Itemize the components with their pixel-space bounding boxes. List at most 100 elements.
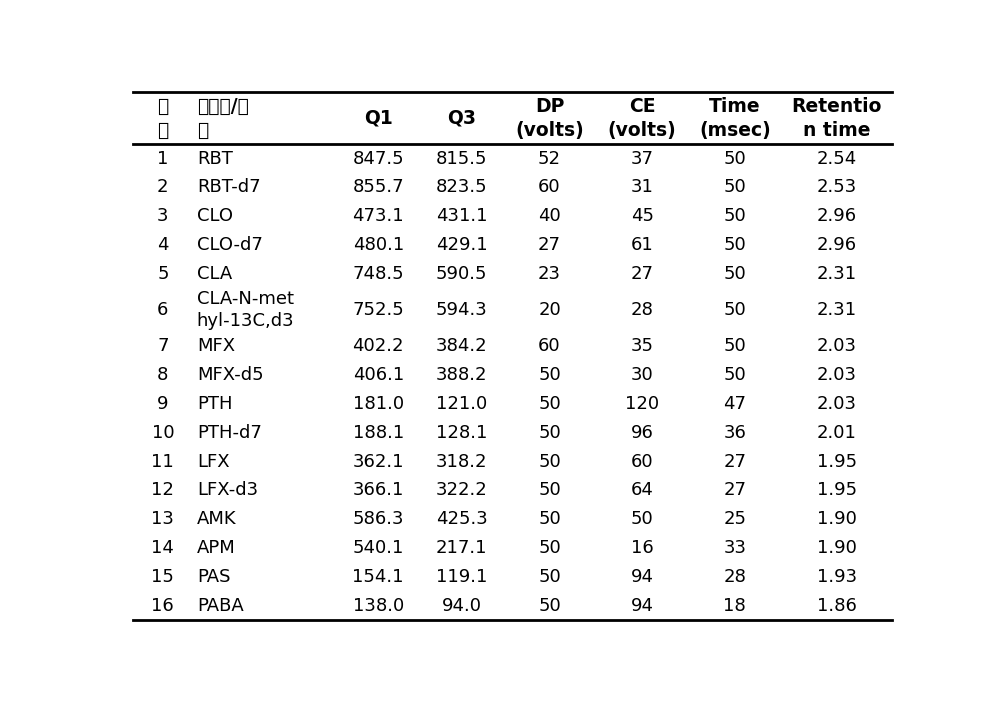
Text: 406.1: 406.1 [353, 366, 404, 384]
Text: 12: 12 [151, 482, 174, 500]
Text: 50: 50 [538, 395, 561, 413]
Text: 47: 47 [723, 395, 746, 413]
Text: 50: 50 [723, 265, 746, 283]
Text: 181.0: 181.0 [353, 395, 404, 413]
Text: 1.93: 1.93 [817, 568, 857, 586]
Text: 27: 27 [631, 265, 654, 283]
Text: 8: 8 [157, 366, 169, 384]
Text: 121.0: 121.0 [436, 395, 487, 413]
Text: 30: 30 [631, 366, 654, 384]
Text: 28: 28 [631, 301, 654, 319]
Text: 2.31: 2.31 [817, 265, 857, 283]
Text: 36: 36 [723, 424, 746, 441]
Text: 50: 50 [723, 150, 746, 167]
Text: 50: 50 [723, 337, 746, 355]
Text: RBT-d7: RBT-d7 [197, 179, 260, 196]
Text: 50: 50 [538, 453, 561, 470]
Text: 50: 50 [723, 301, 746, 319]
Text: 120: 120 [625, 395, 659, 413]
Text: DP
(volts): DP (volts) [515, 97, 584, 140]
Text: 9: 9 [157, 395, 169, 413]
Text: 6: 6 [157, 301, 169, 319]
Text: MFX: MFX [197, 337, 235, 355]
Text: 480.1: 480.1 [353, 236, 404, 254]
Text: 594.3: 594.3 [436, 301, 487, 319]
Text: 322.2: 322.2 [436, 482, 487, 500]
Text: 50: 50 [538, 482, 561, 500]
Text: 50: 50 [631, 510, 654, 529]
Text: Time
(msec): Time (msec) [699, 97, 771, 140]
Text: 13: 13 [151, 510, 174, 529]
Text: 590.5: 590.5 [436, 265, 487, 283]
Text: 2.54: 2.54 [817, 150, 857, 167]
Text: LFX-d3: LFX-d3 [197, 482, 258, 500]
Text: 4: 4 [157, 236, 169, 254]
Text: Q1: Q1 [364, 109, 393, 128]
Text: 15: 15 [151, 568, 174, 586]
Text: 50: 50 [723, 366, 746, 384]
Text: 1: 1 [157, 150, 169, 167]
Text: 96: 96 [631, 424, 654, 441]
Text: 50: 50 [538, 510, 561, 529]
Text: 362.1: 362.1 [352, 453, 404, 470]
Text: LFX: LFX [197, 453, 229, 470]
Text: 60: 60 [631, 453, 653, 470]
Text: 27: 27 [538, 236, 561, 254]
Text: 540.1: 540.1 [353, 539, 404, 557]
Text: 50: 50 [723, 236, 746, 254]
Text: 27: 27 [723, 453, 746, 470]
Text: 855.7: 855.7 [352, 179, 404, 196]
Text: 94.0: 94.0 [442, 597, 482, 615]
Text: 425.3: 425.3 [436, 510, 487, 529]
Text: 2.96: 2.96 [817, 236, 857, 254]
Text: 388.2: 388.2 [436, 366, 487, 384]
Text: 138.0: 138.0 [353, 597, 404, 615]
Text: 20: 20 [538, 301, 561, 319]
Text: Retentio
n time: Retentio n time [791, 97, 882, 140]
Text: 429.1: 429.1 [436, 236, 487, 254]
Text: PAS: PAS [197, 568, 230, 586]
Text: 7: 7 [157, 337, 169, 355]
Text: 23: 23 [538, 265, 561, 283]
Text: 50: 50 [538, 539, 561, 557]
Text: 50: 50 [723, 207, 746, 225]
Text: 128.1: 128.1 [436, 424, 487, 441]
Text: 384.2: 384.2 [436, 337, 487, 355]
Text: 16: 16 [151, 597, 174, 615]
Text: 2.03: 2.03 [817, 366, 857, 384]
Text: 28: 28 [723, 568, 746, 586]
Text: 31: 31 [631, 179, 654, 196]
Text: 60: 60 [538, 179, 561, 196]
Text: 94: 94 [631, 568, 654, 586]
Text: 1.90: 1.90 [817, 539, 857, 557]
Text: CLO: CLO [197, 207, 233, 225]
Text: 11: 11 [151, 453, 174, 470]
Text: 33: 33 [723, 539, 746, 557]
Text: 2.01: 2.01 [817, 424, 857, 441]
Text: 1.95: 1.95 [817, 453, 857, 470]
Text: AMK: AMK [197, 510, 236, 529]
Text: 318.2: 318.2 [436, 453, 487, 470]
Text: 752.5: 752.5 [352, 301, 404, 319]
Text: 10: 10 [152, 424, 174, 441]
Text: MFX-d5: MFX-d5 [197, 366, 263, 384]
Text: 顺
序: 顺 序 [157, 97, 168, 140]
Text: 16: 16 [631, 539, 654, 557]
Text: 748.5: 748.5 [352, 265, 404, 283]
Text: 1.86: 1.86 [817, 597, 857, 615]
Text: 586.3: 586.3 [352, 510, 404, 529]
Text: 52: 52 [538, 150, 561, 167]
Text: 40: 40 [538, 207, 561, 225]
Text: 25: 25 [723, 510, 746, 529]
Text: CE
(volts): CE (volts) [608, 97, 677, 140]
Text: 35: 35 [631, 337, 654, 355]
Text: 化合物/内
标: 化合物/内 标 [197, 97, 249, 140]
Text: 847.5: 847.5 [352, 150, 404, 167]
Text: 2.03: 2.03 [817, 337, 857, 355]
Text: 3: 3 [157, 207, 169, 225]
Text: 45: 45 [631, 207, 654, 225]
Text: 61: 61 [631, 236, 654, 254]
Text: 50: 50 [538, 597, 561, 615]
Text: 50: 50 [538, 568, 561, 586]
Text: 815.5: 815.5 [436, 150, 487, 167]
